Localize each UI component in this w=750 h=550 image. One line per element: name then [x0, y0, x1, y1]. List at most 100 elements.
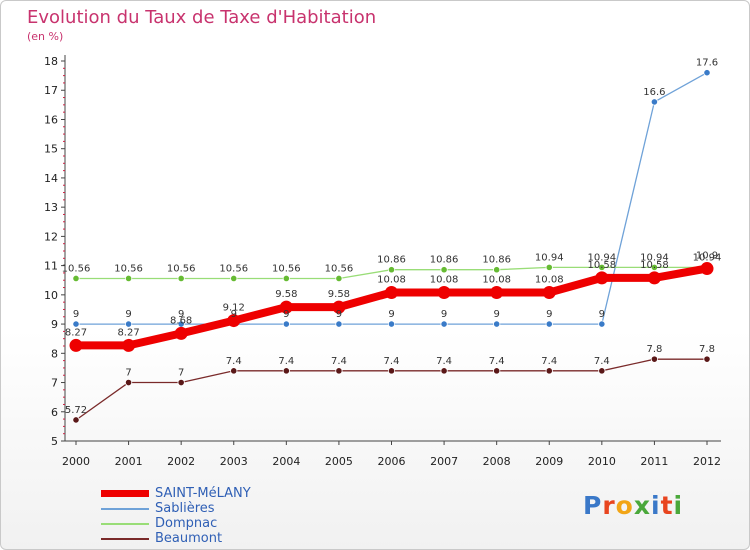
y-tick-label: 14	[44, 172, 58, 185]
series-point	[493, 320, 501, 328]
series-point	[72, 416, 80, 424]
series-point	[230, 367, 238, 375]
y-minor-tick	[63, 403, 65, 405]
series-point	[124, 274, 133, 283]
y-minor-tick	[63, 162, 65, 164]
y-minor-tick	[63, 425, 65, 427]
data-label: 10.58	[640, 260, 669, 271]
series-point	[440, 367, 448, 375]
data-label: 10.56	[272, 263, 301, 274]
legend-swatch	[101, 490, 149, 497]
series-point	[335, 274, 343, 283]
series-point	[545, 367, 553, 375]
series-point	[647, 271, 661, 285]
series-point	[437, 286, 451, 300]
y-tick-label: 5	[51, 435, 58, 448]
y-tick-label: 11	[44, 260, 58, 273]
data-label: 9	[283, 309, 289, 320]
x-tick-label: 2001	[115, 455, 143, 468]
y-minor-tick	[63, 140, 65, 142]
series-point	[282, 367, 290, 375]
data-label: 9	[125, 309, 131, 320]
data-label: 9	[493, 309, 499, 320]
series-point	[493, 367, 501, 375]
series-point	[595, 271, 609, 285]
series-point	[72, 274, 80, 283]
data-label: 10.56	[325, 263, 354, 274]
data-label: 9.12	[223, 303, 245, 314]
data-label: 10.08	[377, 275, 406, 286]
y-minor-tick	[63, 97, 65, 99]
series-point	[598, 367, 606, 375]
series-beaumont	[72, 355, 711, 424]
legend-swatch	[101, 537, 149, 540]
data-label: 9	[178, 309, 184, 320]
data-label: 10.86	[377, 255, 406, 266]
series-point	[72, 320, 80, 328]
data-label: 10.08	[482, 275, 511, 286]
y-minor-tick	[63, 374, 65, 376]
y-minor-tick	[63, 279, 65, 281]
series-point	[387, 266, 396, 274]
logo-letter: P	[583, 491, 603, 520]
data-label: 7.4	[436, 356, 452, 367]
y-tick-label: 13	[44, 201, 58, 214]
x-tick-label: 2008	[483, 455, 511, 468]
axes: 5 6 7 8 9 10 11 12 13 14 15 16 17 18 2000 2001 2002 2003 2…	[44, 55, 721, 468]
y-minor-tick	[63, 228, 65, 230]
series-point	[598, 263, 606, 271]
y-minor-tick	[63, 170, 65, 172]
data-label: 7	[178, 368, 184, 379]
series-point	[124, 320, 133, 328]
data-label: 9	[441, 309, 447, 320]
data-label: 8.27	[117, 327, 139, 338]
series-point	[493, 266, 501, 274]
series-point	[440, 266, 448, 274]
data-label: 7.8	[699, 344, 715, 355]
data-label: 7.4	[384, 356, 400, 367]
data-label: 7.4	[594, 356, 610, 367]
data-label: 10.56	[167, 263, 196, 274]
y-minor-tick	[63, 133, 65, 135]
y-minor-tick	[63, 316, 65, 318]
proxiti-logo: Proxiti	[583, 491, 683, 520]
y-minor-tick	[63, 67, 65, 69]
y-minor-tick	[63, 308, 65, 310]
data-label: 9	[73, 309, 79, 320]
y-minor-tick	[63, 111, 65, 113]
series-point	[177, 378, 185, 387]
data-label: 7.4	[489, 356, 505, 367]
y-minor-tick	[63, 338, 65, 340]
series-point	[282, 274, 290, 283]
y-tick-label: 12	[44, 230, 58, 243]
y-minor-tick	[63, 389, 65, 391]
series-point	[69, 338, 83, 352]
series-point	[650, 98, 659, 106]
x-tick-label: 2000	[62, 455, 90, 468]
y-minor-tick	[63, 104, 65, 106]
x-tick-label: 2002	[167, 455, 195, 468]
y-minor-tick	[63, 221, 65, 223]
series-point	[703, 355, 711, 363]
series-point	[227, 314, 241, 328]
x-tick-label: 2010	[588, 455, 616, 468]
logo-letter: r	[602, 491, 616, 520]
y-minor-tick	[63, 250, 65, 252]
series-point	[440, 320, 448, 328]
y-minor-tick	[63, 345, 65, 347]
legend-item: Beaumont	[101, 531, 251, 546]
data-label: 10.86	[430, 255, 459, 266]
y-tick-label: 6	[51, 406, 58, 419]
series-point	[490, 286, 504, 300]
legend-item: SAINT-MéLANY	[101, 486, 251, 501]
data-labels-layer: 8.27 8.27 8.68 9.12 9.58 9.58 10.08 10.08 10.08 1…	[62, 58, 722, 416]
y-minor-tick	[63, 199, 65, 201]
y-minor-tick	[63, 287, 65, 289]
series-point	[650, 263, 659, 271]
data-label: 10.56	[62, 263, 91, 274]
chart-subtitle: (en %)	[27, 30, 64, 43]
legend-label: Beaumont	[155, 531, 223, 546]
y-tick-label: 9	[51, 318, 58, 331]
y-minor-tick	[63, 213, 65, 215]
